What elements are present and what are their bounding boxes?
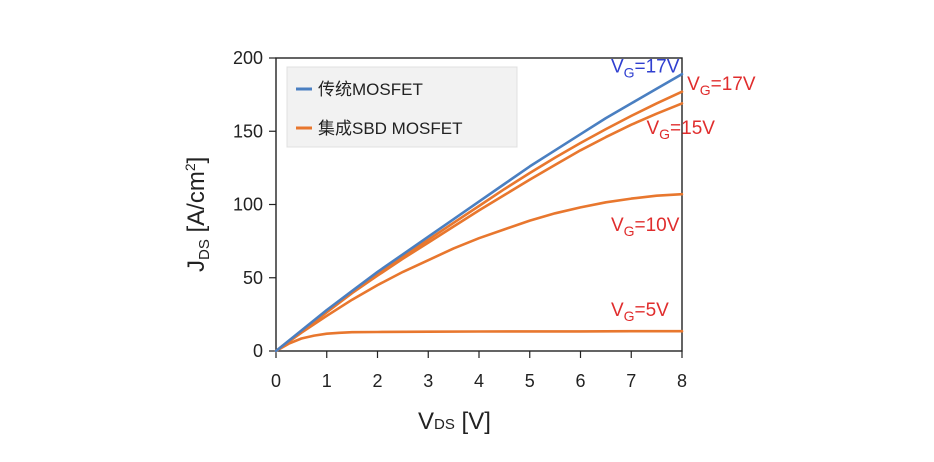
annotation-vg: VG=15V: [646, 118, 715, 142]
x-tick-label: 1: [322, 371, 332, 391]
x-tick-label: 8: [677, 371, 687, 391]
y-axis: 0 50 100 150 200: [233, 48, 276, 361]
series-line-2: [274, 102, 684, 353]
legend-label-integrated-sbd: 集成SBD MOSFET: [318, 119, 463, 138]
y-axis-title: JDS [A/cm2]: [182, 157, 213, 272]
x-tick-label: 6: [575, 371, 585, 391]
x-axis-title: VDS [V]: [418, 408, 491, 435]
y-tick-label: 200: [233, 48, 263, 68]
series-layer: [274, 72, 684, 353]
y-tick-label: 0: [253, 341, 263, 361]
legend: 传统MOSFET 集成SBD MOSFET: [286, 66, 518, 148]
series-line-0: [274, 72, 684, 353]
x-tick-label: 5: [525, 371, 535, 391]
y-tick-label: 100: [233, 195, 263, 215]
x-tick-label: 4: [474, 371, 484, 391]
x-tick-label: 2: [372, 371, 382, 391]
y-tick-label: 50: [243, 268, 263, 288]
annotation-vg: VG=17V: [687, 74, 756, 98]
x-tick-label: 3: [423, 371, 433, 391]
x-tick-label: 0: [271, 371, 281, 391]
legend-label-conventional: 传统MOSFET: [318, 80, 423, 99]
series-line-4: [274, 329, 684, 353]
annotation-vg: VG=10V: [611, 215, 680, 239]
legend-box: [286, 66, 518, 148]
series-line-3: [274, 192, 684, 353]
annotations: VG=17V VG=17V VG=15V VG=10V VG=5V: [611, 57, 756, 324]
annotation-vg: VG=5V: [611, 300, 669, 324]
x-tick-label: 7: [626, 371, 636, 391]
y-tick-label: 150: [233, 121, 263, 141]
x-axis: 0 1 2 3 4 5 6 7 8: [271, 351, 687, 391]
annotation-vg: VG=17V: [611, 57, 680, 81]
